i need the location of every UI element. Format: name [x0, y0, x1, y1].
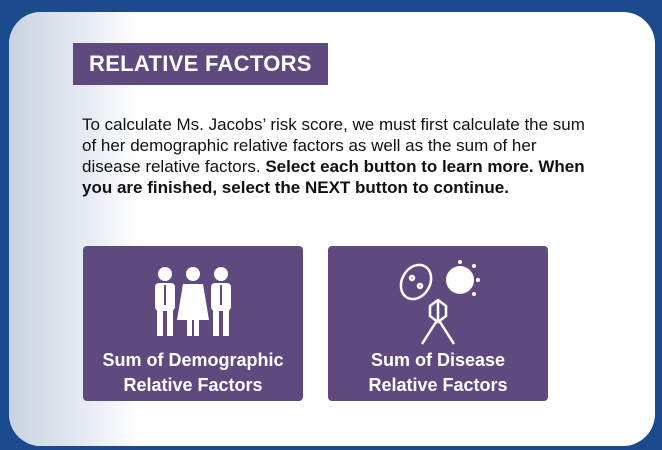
button-label: Relative Factors	[328, 373, 548, 398]
people-icon	[143, 260, 243, 340]
section-title: RELATIVE FACTORS	[73, 43, 328, 85]
button-label: Sum of Demographic	[83, 348, 303, 373]
instructions: To calculate Ms. Jacobs’ risk score, we …	[82, 114, 592, 198]
button-label: Sum of Disease	[328, 348, 548, 373]
content-panel: RELATIVE FACTORS To calculate Ms. Jacobs…	[9, 12, 655, 446]
button-label: Relative Factors	[83, 373, 303, 398]
page: RELATIVE FACTORS To calculate Ms. Jacobs…	[0, 0, 662, 450]
pathogen-icon	[388, 260, 488, 350]
